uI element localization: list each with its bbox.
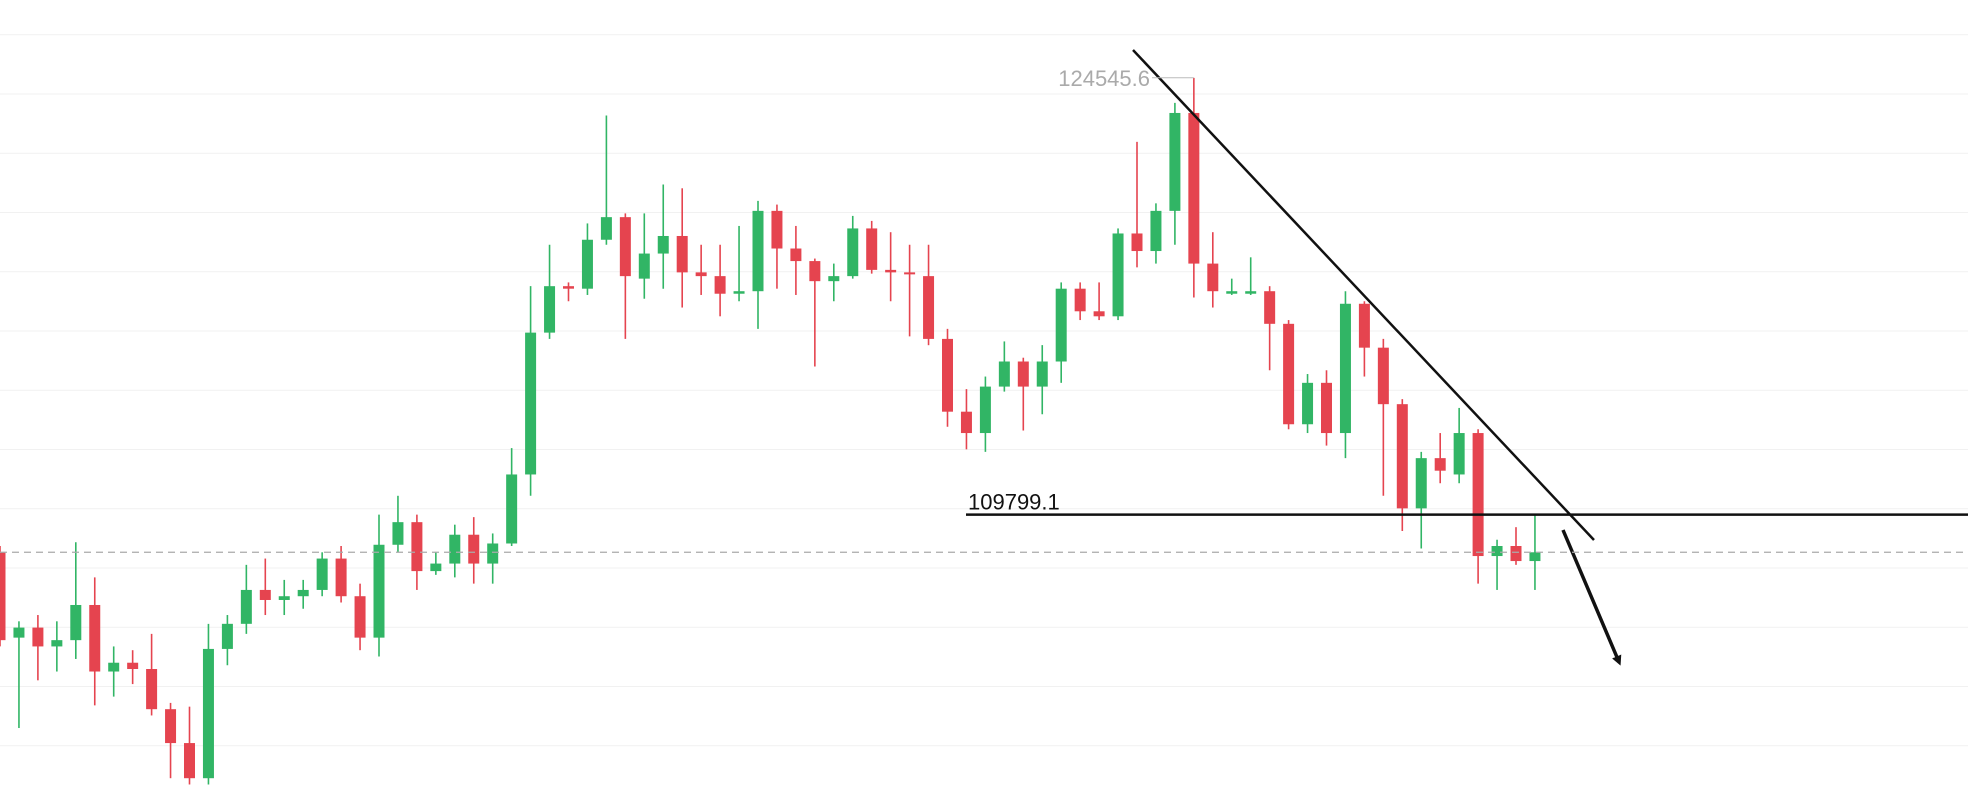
candle-body <box>506 474 518 544</box>
candle-body <box>70 604 82 641</box>
candle-body <box>1434 458 1446 471</box>
high-label: 124545.6 <box>1058 66 1150 91</box>
candle-body <box>335 558 347 597</box>
candle-body <box>1207 263 1219 292</box>
candle-body <box>0 552 6 641</box>
candle-body <box>979 386 991 434</box>
candle-body <box>1377 347 1389 405</box>
candle-body <box>657 235 669 254</box>
candle-body <box>1396 404 1408 509</box>
candle-body <box>89 604 101 672</box>
candle-body <box>790 248 802 262</box>
candle-body <box>1283 323 1295 425</box>
candle-body <box>487 543 499 564</box>
candle-body <box>714 276 726 294</box>
candle-body <box>638 253 650 279</box>
candle-body <box>695 272 707 277</box>
candle-body <box>146 669 158 710</box>
candle-body <box>1188 112 1200 264</box>
candle-body <box>1112 233 1124 317</box>
candle-body <box>1491 546 1503 557</box>
candle-body <box>544 286 556 333</box>
candle-body <box>184 743 195 779</box>
candle-body <box>563 286 574 289</box>
candle-body <box>1339 303 1351 434</box>
candle-body <box>1510 546 1522 562</box>
candle-body <box>297 589 309 597</box>
candle-body <box>1131 233 1143 252</box>
candle-body <box>165 709 177 744</box>
candle-body <box>676 235 688 273</box>
arrow <box>1561 529 1622 666</box>
candle-body <box>998 361 1010 387</box>
candle-body <box>1529 552 1541 562</box>
candle-body <box>619 217 631 277</box>
candle-body <box>127 662 139 670</box>
candle-body <box>1453 433 1465 475</box>
candle-body <box>525 332 537 475</box>
candle-body <box>1017 361 1029 387</box>
candle-body <box>960 411 972 434</box>
candle-body <box>866 228 878 270</box>
candle-body <box>316 558 328 590</box>
candle-body <box>392 522 404 545</box>
candle-body <box>411 522 423 572</box>
candle-body <box>1302 382 1314 425</box>
candle-body <box>1169 112 1181 211</box>
candle-body <box>108 662 120 672</box>
candle-body <box>1245 291 1257 294</box>
candle-body <box>828 276 840 282</box>
candle-body <box>202 648 214 779</box>
candle-body <box>771 210 783 249</box>
candle-body <box>468 534 480 564</box>
candle-body <box>1358 303 1370 348</box>
candle-body <box>923 276 935 339</box>
candle-body <box>1472 433 1484 557</box>
candle-body <box>278 596 290 600</box>
candle-body <box>221 623 233 649</box>
candle-body <box>1321 382 1332 434</box>
candle-body <box>942 338 953 412</box>
candle-body <box>1055 288 1067 362</box>
candle-body <box>430 563 442 572</box>
candle-body <box>51 640 63 647</box>
candle-body <box>809 261 821 282</box>
support-label: 109799.1 <box>968 490 1060 515</box>
candle-body <box>733 291 745 294</box>
candle-body <box>904 272 916 275</box>
candle-body <box>240 589 252 624</box>
candle-body <box>885 269 897 273</box>
candle-body <box>449 534 461 564</box>
candle-body <box>13 627 25 638</box>
candle-body <box>1036 361 1048 387</box>
candle-body <box>1093 311 1105 317</box>
candle-body <box>581 239 593 289</box>
candle-body <box>1150 210 1162 252</box>
candle-body <box>752 210 764 292</box>
candle-body <box>1226 291 1238 294</box>
candle-body <box>1074 288 1086 312</box>
candle-body <box>354 596 366 638</box>
candle-body <box>259 589 271 600</box>
candle-body <box>1415 458 1427 509</box>
candle-body <box>847 228 859 277</box>
candle-body <box>600 217 612 240</box>
candle-body <box>1264 291 1276 324</box>
trend-line <box>1132 49 1595 541</box>
candle-body <box>32 627 44 647</box>
candle-body <box>373 544 385 638</box>
